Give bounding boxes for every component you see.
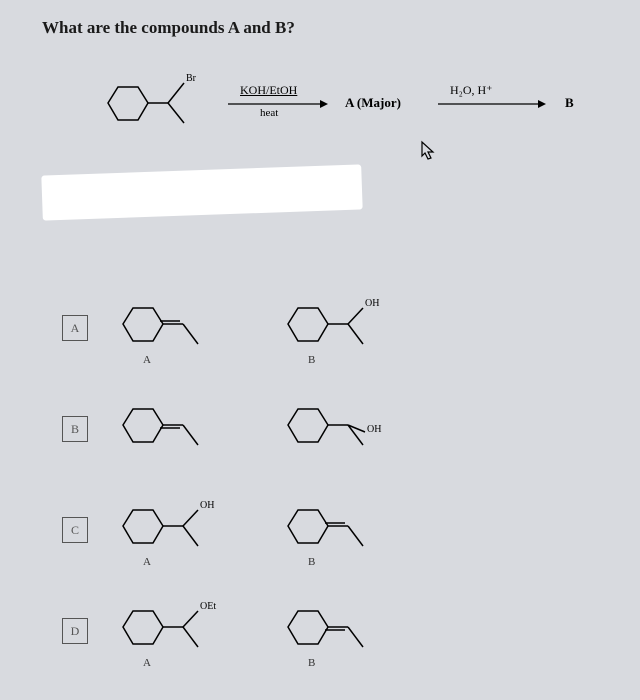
option-d-row[interactable]: D OEt A B	[62, 578, 413, 684]
option-d-a-label: A	[143, 657, 151, 669]
product-b-label: B	[565, 95, 574, 111]
option-a-structure-b: OH B	[283, 296, 413, 361]
starting-material-structure: Br	[100, 75, 205, 142]
option-c-structure-a: OH A	[118, 498, 283, 563]
option-box-a[interactable]: A	[62, 315, 88, 341]
option-a-b-label: B	[308, 354, 315, 366]
option-d-structure-b: B	[283, 599, 413, 664]
option-c-structure-b: B	[283, 498, 413, 563]
br-substituent: Br	[186, 73, 196, 84]
option-c-oh: OH	[200, 500, 214, 511]
option-c-b-label: B	[308, 556, 315, 568]
option-b-structure-a	[118, 397, 283, 462]
option-d-oet: OEt	[200, 601, 216, 612]
option-a-structure-a: A	[118, 296, 283, 361]
whiteout-redaction	[41, 164, 362, 220]
option-c-row[interactable]: C OH A B	[62, 477, 413, 583]
option-box-d[interactable]: D	[62, 618, 88, 644]
option-c-a-label: A	[143, 556, 151, 568]
option-box-b[interactable]: B	[62, 416, 88, 442]
option-b-row[interactable]: B OH	[62, 376, 413, 482]
option-b-structure-b: OH	[283, 397, 413, 462]
arrow2-reagent: H₂O, H⁺	[450, 83, 493, 98]
option-a-row[interactable]: A A OH B	[62, 275, 413, 381]
cursor-icon	[420, 140, 438, 167]
option-d-structure-a: OEt A	[118, 599, 283, 664]
option-d-b-label: B	[308, 657, 315, 669]
arrow1-reagent-bottom: heat	[260, 107, 278, 119]
reaction-scheme: Br KOH/EtOH heat A (Major) H₂O, H⁺ B	[100, 75, 600, 145]
option-a-a-label: A	[143, 354, 151, 366]
answer-options: A A OH B B	[62, 275, 413, 679]
question-title: What are the compounds A and B?	[42, 18, 295, 38]
option-a-oh: OH	[365, 298, 379, 309]
arrow-2	[438, 97, 546, 116]
option-b-oh: OH	[367, 424, 381, 435]
arrow1-reagent-top: KOH/EtOH	[240, 83, 297, 98]
option-box-c[interactable]: C	[62, 517, 88, 543]
intermediate-a-label: A (Major)	[345, 95, 401, 111]
